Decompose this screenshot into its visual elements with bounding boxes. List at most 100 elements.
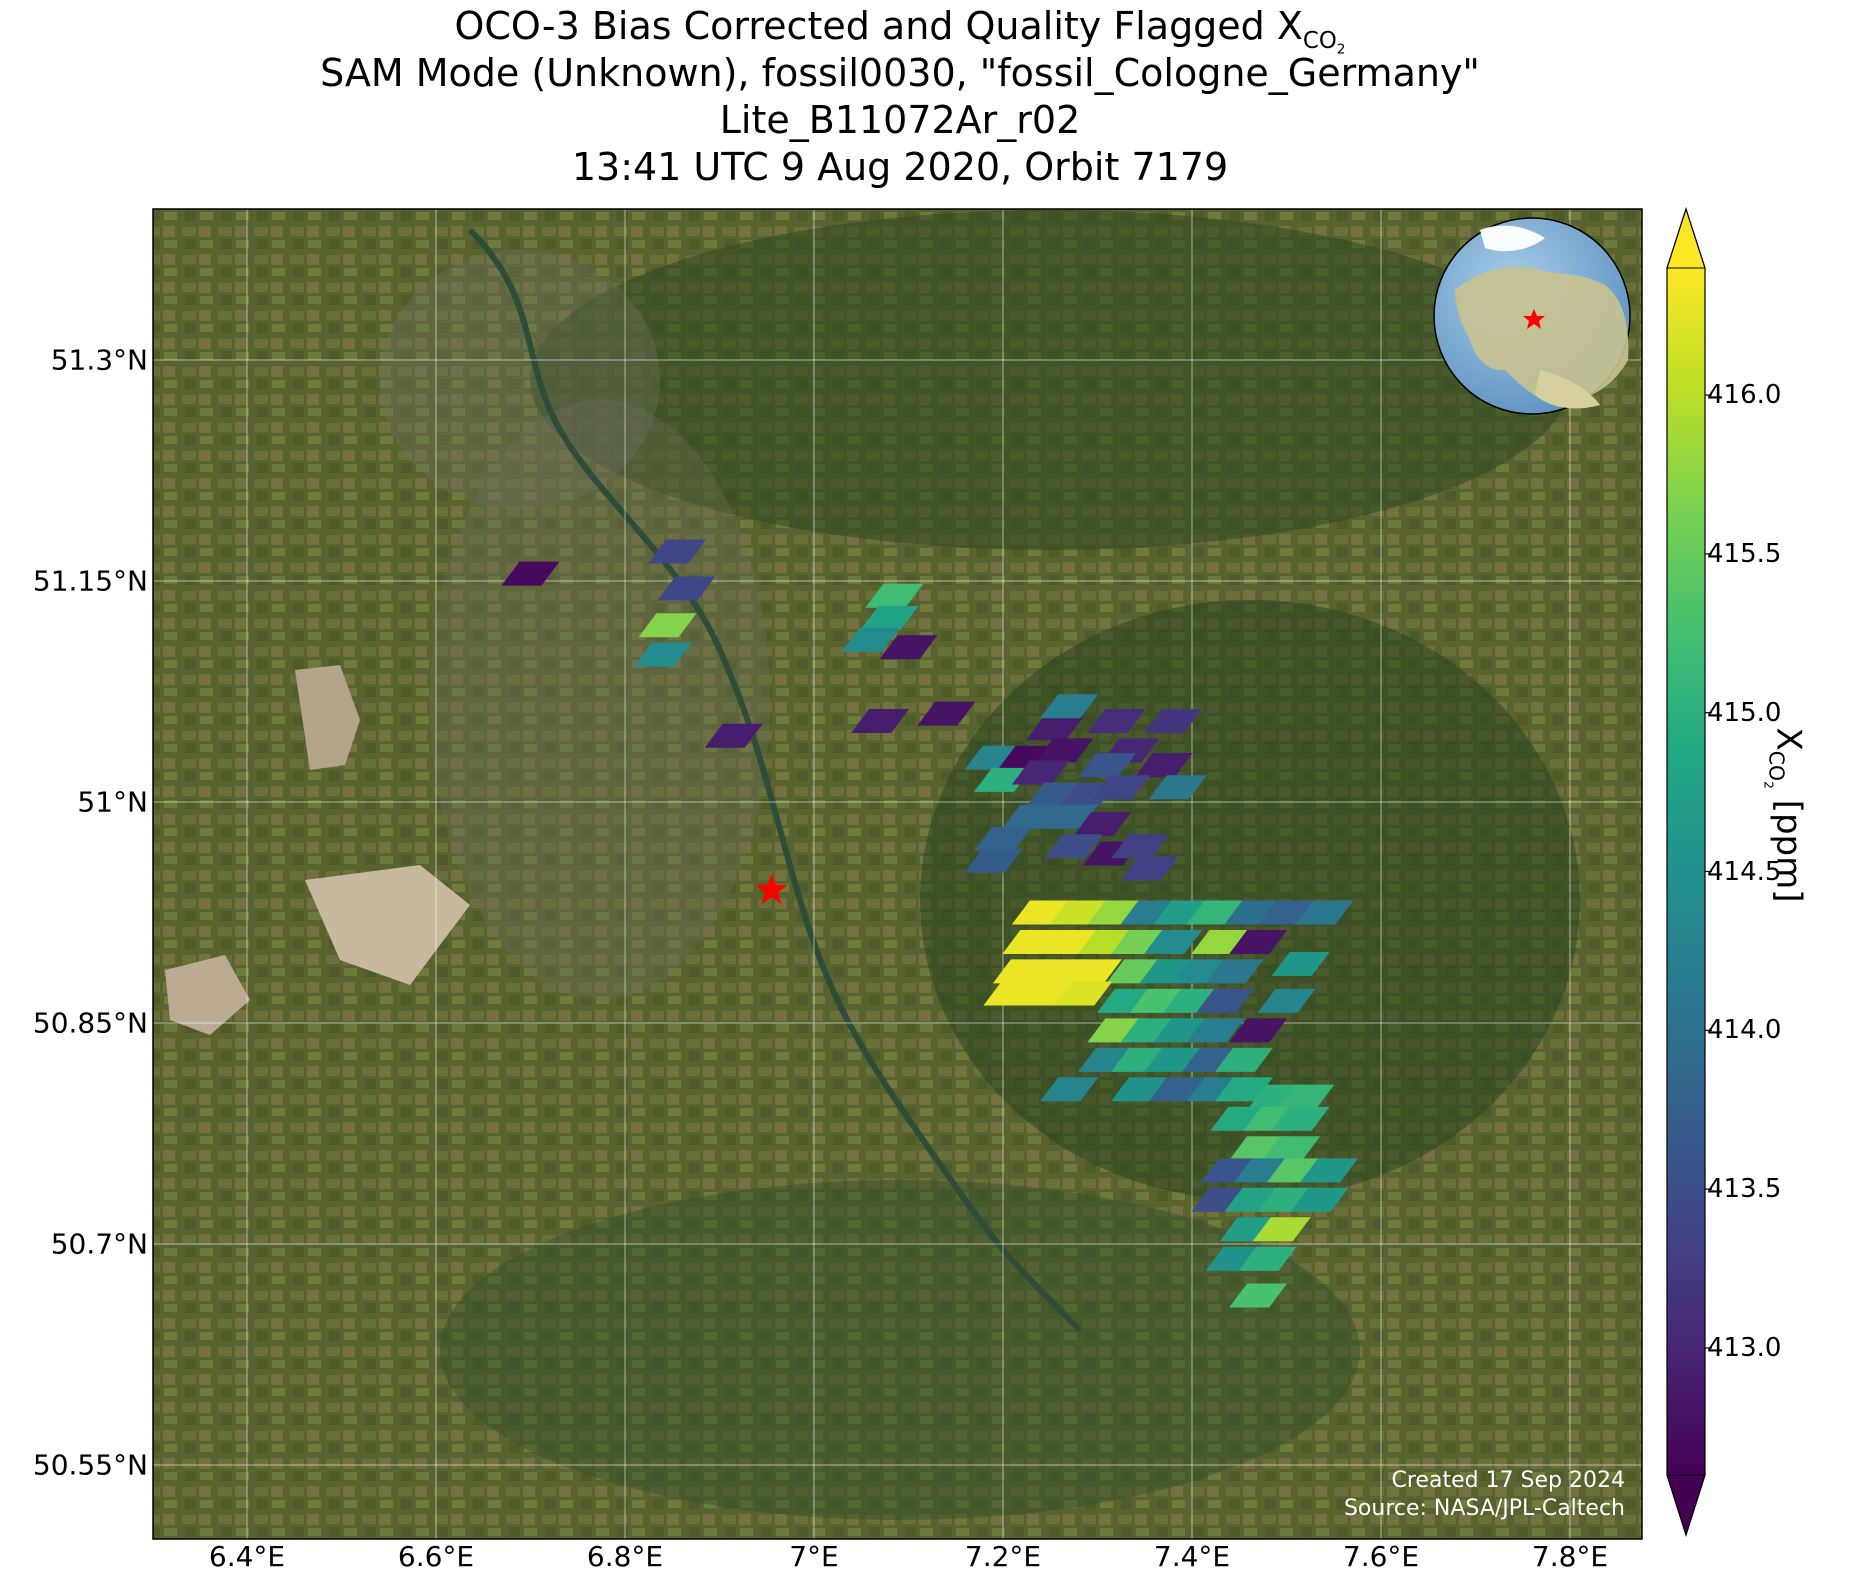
sounding-footprint [841, 627, 900, 652]
basemap-forest-south [440, 1180, 1360, 1520]
colorbar-extend-min [1666, 1474, 1706, 1537]
sounding-footprint [865, 583, 924, 608]
sounding-footprint [1025, 716, 1084, 741]
sounding-footprint [1011, 760, 1070, 785]
colorbar-label: XCO2 [ppm] [1762, 727, 1809, 902]
sounding-footprint [1295, 900, 1354, 925]
sounding-footprint [647, 539, 706, 564]
sounding-footprint [1035, 738, 1094, 763]
colorbar-label-x: X [1768, 727, 1809, 751]
credit-source: Source: NASA/JPL-Caltech [1343, 1496, 1625, 1521]
target-location-star [755, 873, 788, 905]
latitude-tick-label: 50.85°N [32, 1006, 148, 1040]
sounding-footprint [1040, 1077, 1099, 1102]
basemap-forest-north [530, 210, 1570, 550]
chart-title-line3: Lite_B11072Ar_r02 [719, 98, 1081, 142]
rhine-river [467, 227, 1083, 1333]
sounding-footprint [1063, 959, 1122, 984]
sounding-footprint [917, 701, 976, 726]
chart-title-line1: OCO-3 Bias Corrected and Quality Flagged… [150, 3, 1650, 72]
title-prefix: OCO-3 Bias Corrected and Quality Flagged… [454, 4, 1303, 48]
basemap-urban-north [380, 250, 660, 510]
open-pit-mine-1 [295, 665, 360, 770]
sounding-footprint [1054, 981, 1113, 1006]
sounding-footprint [704, 723, 763, 748]
sounding-footprint [638, 613, 697, 638]
globe-land-europe [1455, 266, 1629, 405]
sounding-footprint [1205, 959, 1264, 984]
longitude-tick-label: 7.8°E [1531, 1540, 1609, 1573]
sounding-footprint [1044, 834, 1103, 859]
sounding-footprint [1238, 1246, 1297, 1271]
latitude-tick-label: 51.15°N [32, 564, 148, 598]
sounding-footprint [1040, 694, 1099, 719]
sounding-footprint [1271, 1106, 1330, 1131]
sounding-footprint [964, 848, 1023, 873]
latitude-tick-label: 51°N [77, 785, 148, 819]
sounding-footprint [1252, 1217, 1311, 1242]
sounding-footprint [1077, 753, 1136, 778]
basemap-forest-east [920, 600, 1580, 1200]
open-pit-mine-2 [305, 865, 470, 985]
longitude-tick-label: 6.6°E [397, 1540, 475, 1573]
sounding-footprint [657, 576, 716, 601]
sounding-footprint [1073, 812, 1132, 837]
sounding-footprint [633, 642, 692, 667]
longitude-tick-label: 7.6°E [1342, 1540, 1420, 1573]
title-sub-co: CO [1302, 27, 1337, 54]
sounding-footprint [974, 826, 1032, 851]
sounding-footprint [1144, 708, 1203, 733]
chart-title-line2: SAM Mode (Unknown), fossil0030, "fossil_… [320, 51, 1480, 95]
sounding-footprint [1092, 775, 1151, 800]
colorbar-tick-label: 414.0 [1707, 1015, 1782, 1046]
longitude-tick-label: 6.4°E [208, 1540, 286, 1573]
sounding-footprint [1196, 988, 1255, 1013]
sounding-footprint [1229, 1018, 1288, 1043]
globe-location-star [1523, 309, 1545, 329]
globe-land-africa [1535, 370, 1600, 409]
sounding-footprint [1214, 1047, 1273, 1072]
sounding-footprint [851, 708, 910, 733]
colorbar-label-sub: CO2 [1762, 750, 1789, 789]
chart-title-line4: 13:41 UTC 9 Aug 2020, Orbit 7179 [571, 145, 1229, 189]
sounding-footprint [501, 561, 560, 586]
sounding-footprint [1111, 834, 1170, 859]
sounding-footprint [1144, 929, 1203, 954]
sounding-footprint [1257, 988, 1316, 1013]
colorbar-tick-marks [1705, 394, 1712, 1349]
colorbar-tick-label: 415.5 [1707, 538, 1782, 569]
sounding-footprint [1290, 1187, 1349, 1212]
sounding-footprint [1229, 929, 1288, 954]
longitude-tick-label: 7.2°E [964, 1540, 1042, 1573]
latitude-tick-label: 50.55°N [32, 1448, 148, 1482]
latitude-tick-label: 51.3°N [50, 343, 148, 377]
latitude-tick-label: 50.7°N [50, 1227, 148, 1261]
sounding-footprint [1186, 1018, 1245, 1043]
credit-created: Created 17 Sep 2024 [1391, 1468, 1626, 1493]
inset-globe [1433, 217, 1631, 415]
colorbar-label-sub-co: CO [1764, 750, 1789, 782]
colorbar-gradient [1667, 268, 1705, 1475]
sounding-footprint [1120, 856, 1179, 881]
longitude-tick-label: 6.8°E [586, 1540, 664, 1573]
colorbar-tick-label: 414.5 [1707, 856, 1782, 887]
colorbar-outline [1666, 207, 1706, 1537]
sounding-footprint [1276, 1084, 1335, 1109]
longitude-tick-label: 7.4°E [1153, 1540, 1231, 1573]
sounding-footprint [1134, 753, 1193, 778]
sounding-footprint [1262, 1136, 1321, 1161]
map-frame [152, 208, 1643, 1540]
colorbar [1666, 207, 1712, 1537]
colorbar-extend-max [1666, 207, 1706, 269]
colorbar-tick-label: 413.5 [1707, 1174, 1782, 1205]
sounding-footprint [879, 635, 938, 660]
colorbar-tick-label: 415.0 [1707, 697, 1782, 728]
title-subscript: CO2 [1302, 27, 1346, 58]
globe-arctic-ice [1480, 225, 1545, 252]
map-gridlines [153, 209, 1642, 1539]
colorbar-tick-label: 416.0 [1707, 380, 1782, 411]
sounding-footprint [1229, 1283, 1288, 1308]
open-pit-mine-3 [165, 955, 250, 1035]
xco2-soundings [501, 539, 1359, 1308]
